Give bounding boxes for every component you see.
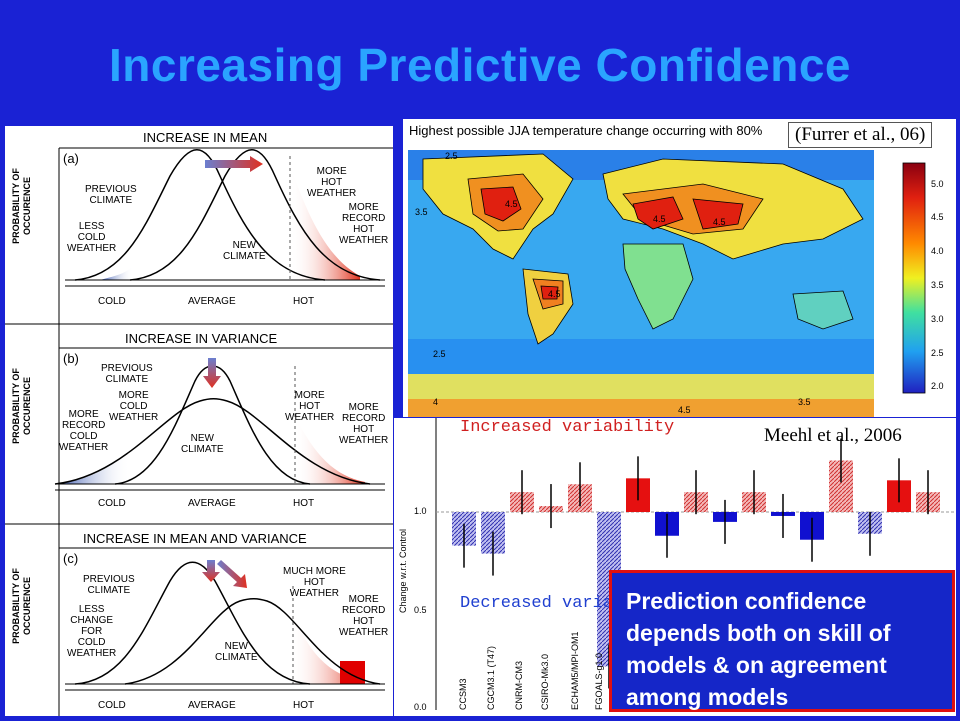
panel-a-more-record-label: MORE RECORD HOT WEATHER — [339, 202, 389, 246]
panel-c-more-record-label: MORE RECORD HOT WEATHER — [339, 594, 389, 638]
model-label: ECHAM5/MPI-OM1 — [570, 631, 580, 710]
callout-text: Prediction confidence depends both on sk… — [626, 585, 891, 713]
panel-a-less-label: LESS COLD WEATHER — [67, 221, 117, 254]
panel-c-previous-curve — [74, 561, 311, 685]
temperature-map-svg — [408, 150, 926, 417]
contour-label: 4.5 — [548, 289, 561, 299]
map-africa — [622, 243, 694, 330]
colorbar-tick: 4.5 — [931, 212, 944, 222]
increased-variability-label: Increased variability — [460, 418, 675, 437]
ytick-0-5: 0.5 — [414, 605, 427, 615]
panel-c-ylabel: PROBABILITY OF OCCURENCE — [11, 568, 32, 644]
panel-b-previous-label: PREVIOUS CLIMATE — [101, 363, 153, 385]
panel-c-tag: (c) — [63, 551, 79, 566]
panel-c-much-more-label: MUCH MORE HOT WEATHER — [283, 566, 346, 599]
panel-a-new-curve — [129, 149, 381, 281]
contour-label: 4.5 — [713, 217, 726, 227]
colorbar-tick: 2.0 — [931, 381, 944, 391]
map-title: Highest possible JJA temperature change … — [409, 123, 763, 138]
panel-b-tag: (b) — [63, 351, 79, 366]
panel-c-heading: INCREASE IN MEAN AND VARIANCE — [83, 531, 307, 546]
panel-c-new-curve — [124, 598, 381, 685]
panel-b-variance-arrow — [203, 358, 221, 388]
map-colorbar — [902, 162, 926, 394]
panel-c-record-tail — [340, 661, 365, 684]
panel-a-tick-hot: HOT — [293, 296, 315, 307]
callout-line: depends both on skill of — [626, 620, 891, 646]
model-label: CGCM3.1 (T47) — [486, 645, 496, 710]
panel-b-new-label: NEW CLIMATE — [181, 433, 224, 455]
panel-a-more-hot-label: MORE HOT WEATHER — [307, 166, 357, 199]
meehl-credit: Meehl et al., 2006 — [764, 425, 902, 446]
contour-label: 3.5 — [798, 397, 811, 407]
panel-a-previous-label: PREVIOUS CLIMATE — [85, 184, 137, 206]
furrer-credit: (Furrer et al., 06) — [788, 122, 933, 148]
colorbar-tick: 4.0 — [931, 246, 944, 256]
model-label: CNRM-CM3 — [514, 661, 524, 710]
contour-label: 3.5 — [415, 207, 428, 217]
panel-c-shift-arrow — [217, 560, 247, 588]
panel-b-tick-cold: COLD — [98, 498, 126, 509]
panel-b-ylabel: PROBABILITY OF OCCURENCE — [11, 368, 32, 444]
contour-label: 4.5 — [505, 199, 518, 209]
panel-c-tick-cold: COLD — [98, 700, 126, 711]
panel-a-cold-tail — [100, 266, 133, 280]
panel-b-tick-average: AVERAGE — [188, 498, 236, 509]
ytick-1-0: 1.0 — [414, 506, 427, 516]
panel-a-tag: (a) — [63, 151, 79, 166]
map-australia — [792, 290, 854, 330]
contour-label: 4 — [433, 397, 439, 407]
panel-b-tick-hot: HOT — [293, 498, 315, 509]
panel-b-heading: INCREASE IN VARIANCE — [125, 331, 278, 346]
panel-b-more-record-cold-label: MORE RECORD COLD WEATHER — [59, 409, 109, 453]
panel-b-more-cold-label: MORE COLD WEATHER — [109, 390, 159, 423]
panel-c-less-change-label: LESS CHANGE FOR COLD WEATHER — [67, 604, 117, 659]
prediction-callout-box: Prediction confidence depends both on sk… — [609, 570, 955, 712]
panel-c-hot-tail — [290, 606, 365, 684]
panel-b-cold-tail — [55, 451, 130, 484]
panel-b-more-record-label: MORE RECORD HOT WEATHER — [339, 402, 389, 446]
panel-a-hot-tail — [290, 166, 360, 280]
contour-label: 2.5 — [445, 151, 458, 161]
slide-title: Increasing Predictive Confidence — [108, 39, 851, 91]
panel-a-previous-curve — [74, 149, 326, 281]
colorbar-tick: 2.5 — [931, 348, 944, 358]
callout-line: among models — [626, 684, 789, 710]
colorbar-tick: 3.5 — [931, 280, 944, 290]
callout-line: Prediction confidence — [626, 588, 867, 614]
panel-a-new-label: NEW CLIMATE — [223, 240, 266, 262]
panel-c-previous-label: PREVIOUS CLIMATE — [83, 574, 135, 596]
panel-a-shift-arrow — [205, 156, 263, 172]
colorbar-tick: 3.0 — [931, 314, 944, 324]
panel-c-tick-average: AVERAGE — [188, 700, 236, 711]
panel-c-new-label: NEW CLIMATE — [215, 641, 258, 663]
model-label: FGOALS-g1.0 — [594, 652, 604, 710]
model-label: CCSM3 — [458, 678, 468, 710]
contour-label: 2.5 — [433, 349, 446, 359]
distribution-curves-svg — [5, 147, 393, 716]
callout-line: models & on agreement — [626, 652, 887, 678]
panel-b-new-curve — [54, 398, 371, 485]
panel-a-ylabel: PROBABILITY OF OCCURENCE — [11, 168, 32, 244]
contour-label: 4.5 — [653, 214, 666, 224]
panel-b-more-hot-label: MORE HOT WEATHER — [285, 390, 335, 423]
model-label: CSIRO-Mk3.0 — [540, 653, 550, 710]
panel-a-heading: INCREASE IN MEAN — [143, 130, 268, 145]
panel-c-down-arrow — [202, 560, 220, 582]
panel-c-tick-hot: HOT — [293, 700, 315, 711]
panel-b-hot-tail — [295, 416, 365, 484]
bar-chart-ylabel: Change w.r.t. Control — [398, 528, 408, 613]
temperature-change-map-panel: Highest possible JJA temperature change … — [403, 119, 956, 417]
ytick-0-0: 0.0 — [414, 702, 427, 712]
panel-a-tick-average: AVERAGE — [188, 296, 236, 307]
panel-a-tick-cold: COLD — [98, 296, 126, 307]
climate-distribution-diagrams: INCREASE IN MEAN INCREASE IN VARIANCE IN… — [5, 126, 393, 716]
colorbar-tick: 5.0 — [931, 179, 944, 189]
contour-label: 4.5 — [678, 405, 691, 415]
